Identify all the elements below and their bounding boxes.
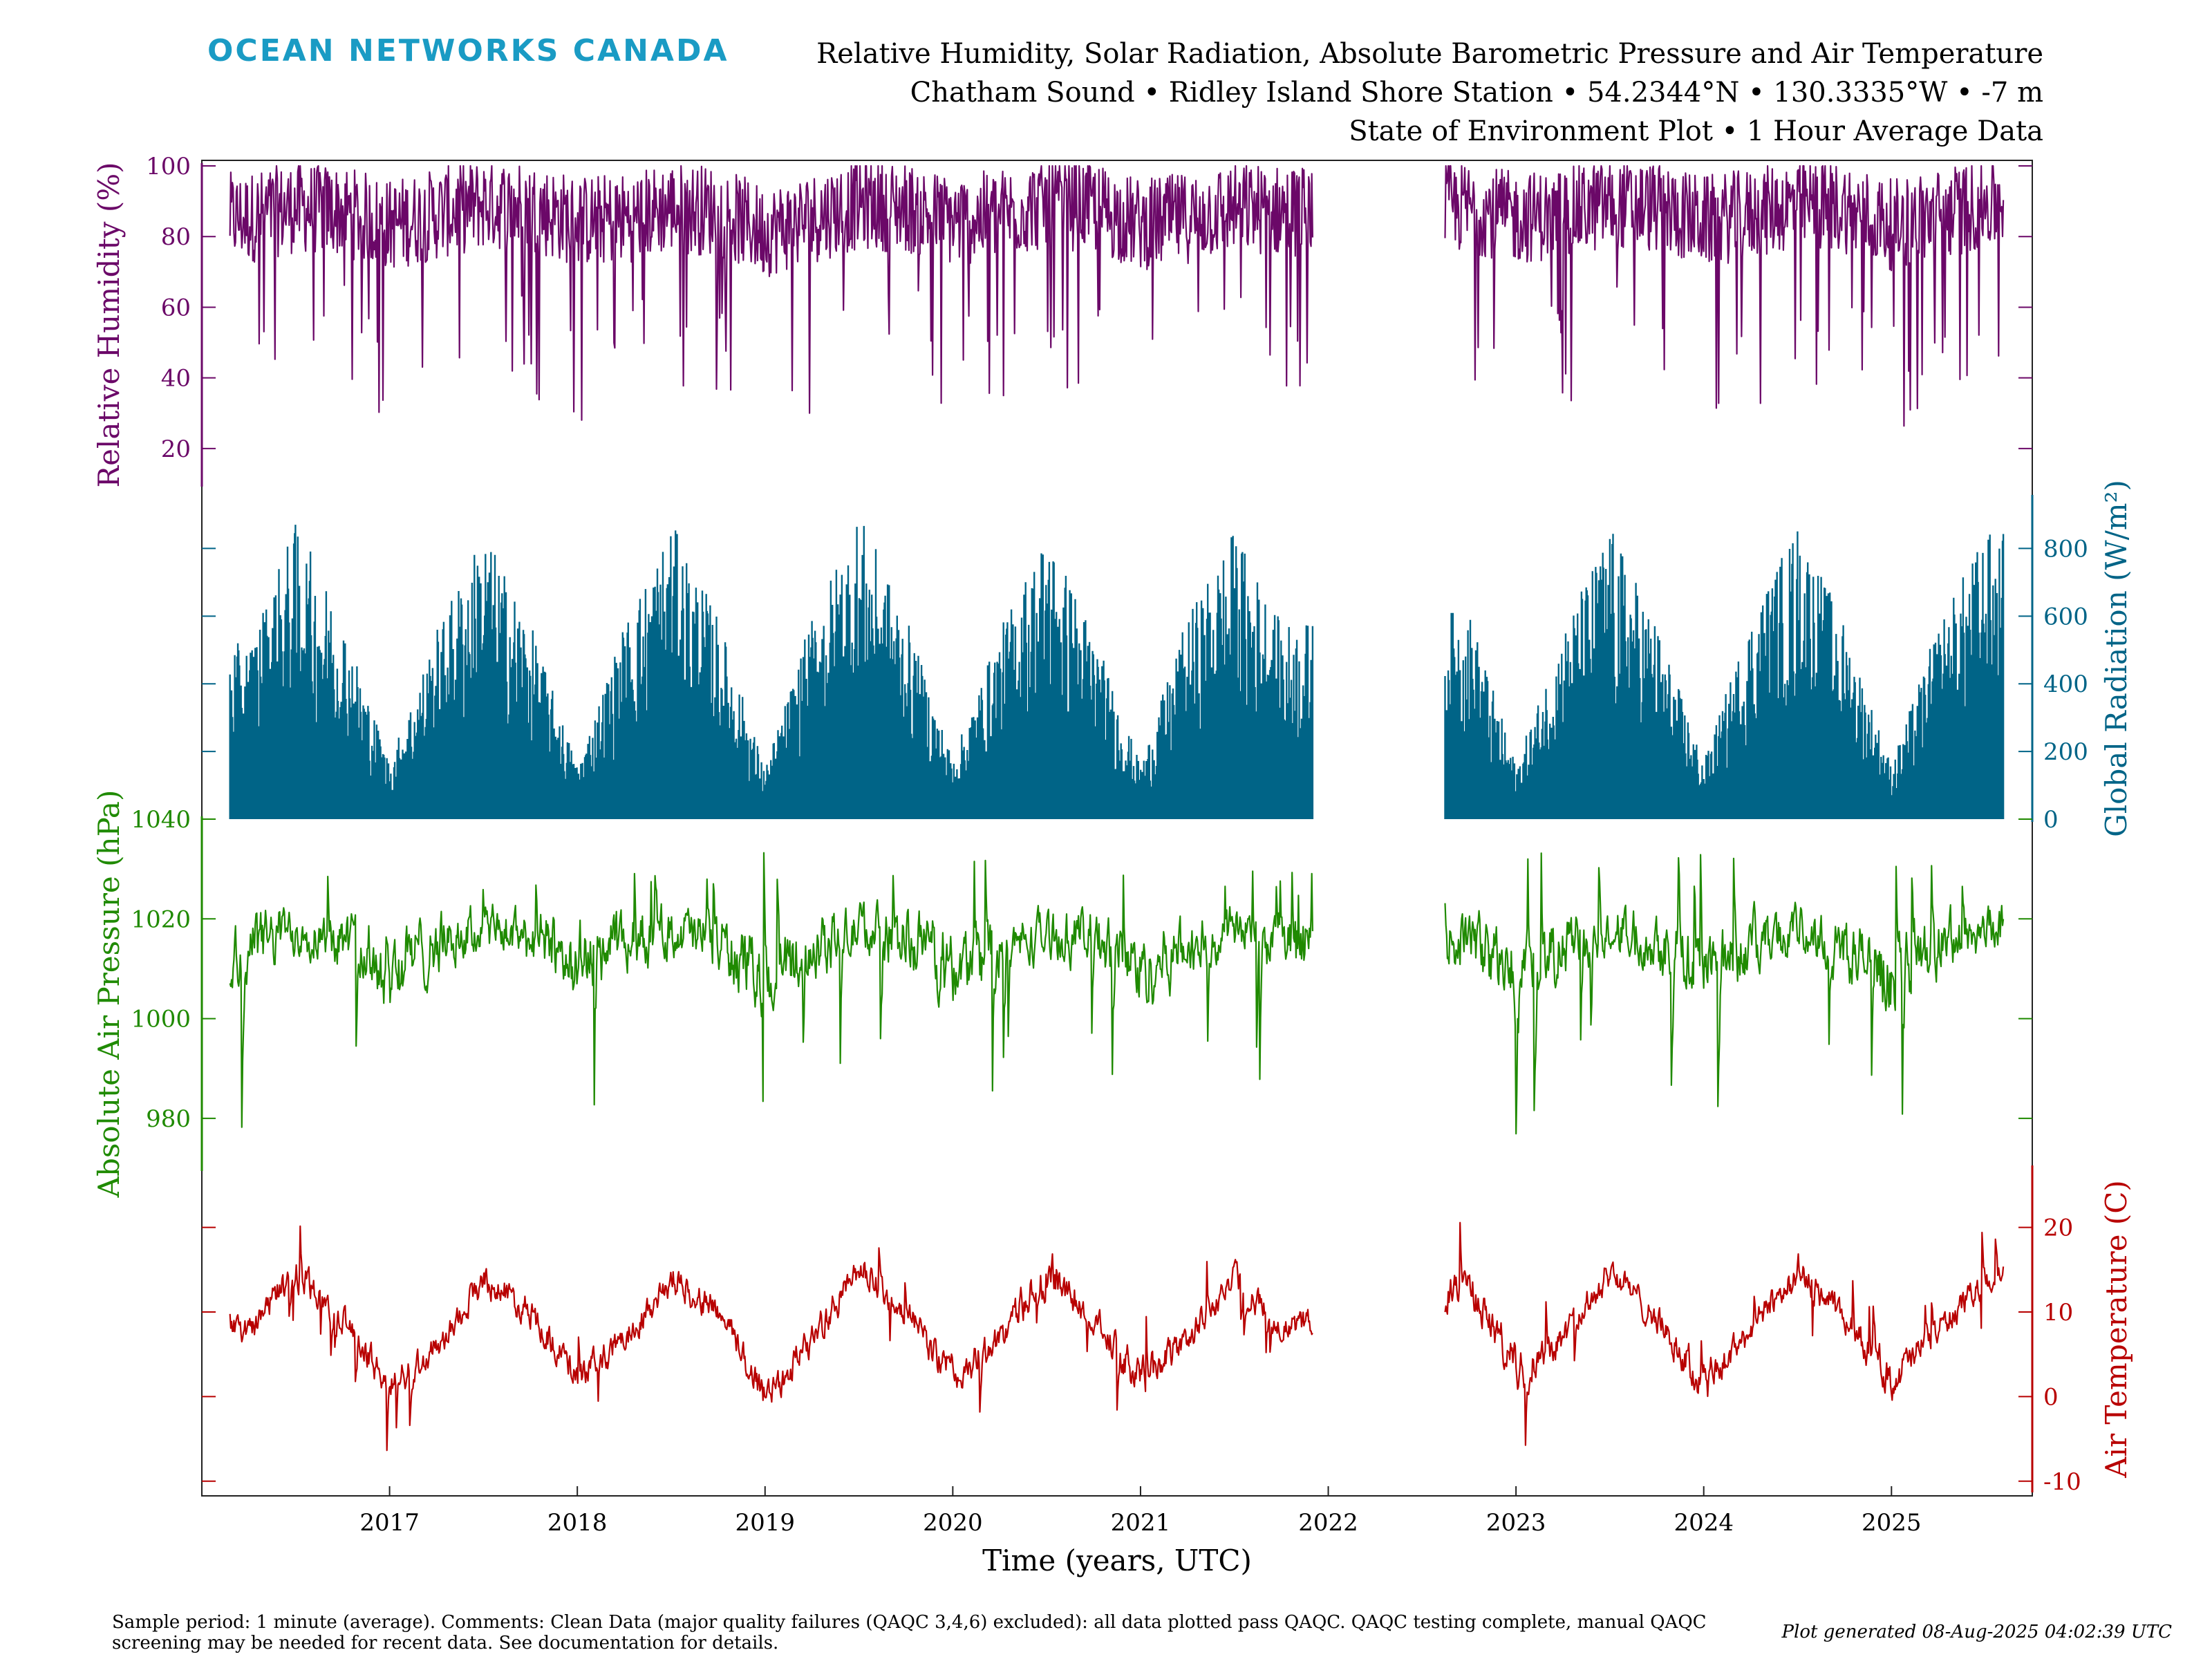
radiation-bars [229,525,2005,819]
x-tick-label: 2022 [1298,1509,1358,1537]
chart-title: Relative Humidity, Solar Radiation, Abso… [816,38,2043,70]
y-tick-label: 40 [161,365,191,393]
y-tick-label: 600 [2043,603,2088,630]
chart-subtitle-location: Chatham Sound • Ridley Island Shore Stat… [910,77,2043,109]
plot-frame [201,160,2033,1497]
y-tick-label: 200 [2043,738,2088,766]
y-tick-label: 1040 [131,806,191,834]
footer-note: Sample period: 1 minute (average). Comme… [112,1612,1707,1653]
y-tick-label: -10 [2043,1468,2081,1496]
series-2 [229,525,2005,819]
x-tick-label: 2024 [1674,1509,1734,1537]
series-4 [229,1221,2005,1452]
series-4-line-segment-2 [1444,1221,2005,1446]
x-tick-label: 2025 [1862,1509,1922,1537]
chart-subtitle-type: State of Environment Plot • 1 Hour Avera… [1349,115,2043,147]
y-tick-label: 10 [2043,1299,2073,1327]
generated-timestamp: Plot generated 08-Aug-2025 04:02:39 UTC [1781,1622,2172,1642]
y-tick-label: 0 [2043,1383,2059,1411]
series-1 [229,165,2005,427]
x-tick-label: 2018 [547,1509,608,1537]
y-tick-label: 20 [161,435,191,463]
y-axis-label-4: Air Temperature (C) [2099,1180,2133,1479]
y-axis-label-3: Absolute Air Pressure (hPa) [92,790,126,1199]
brand-logo-text: OCEAN NETWORKS CANADA [207,33,729,68]
x-tick-label: 2020 [923,1509,983,1537]
y-tick-label: 0 [2043,806,2059,834]
x-tick-label: 2017 [359,1509,420,1537]
y-axis-label-1: Relative Humidity (%) [92,162,126,487]
series-1-line-segment-2 [1444,165,2005,427]
y-tick-label: 800 [2043,535,2088,563]
y-tick-label: 1000 [131,1006,191,1033]
y-axis-label-2: Global Radiation (W/m²) [2099,480,2133,837]
y-tick-label: 60 [161,294,191,321]
series-1-line-segment-1 [229,165,1313,421]
y-tick-label: 20 [2043,1215,2073,1242]
x-axis-label: Time (years, UTC) [982,1544,1252,1577]
x-tick-label: 2021 [1111,1509,1171,1537]
y-tick-label: 80 [161,223,191,251]
series-3-line-segment-1 [229,852,1313,1128]
series-4-line-segment-1 [229,1225,1313,1452]
x-tick-label: 2023 [1486,1509,1546,1537]
y-tick-label: 100 [146,153,191,180]
y-tick-label: 400 [2043,671,2088,698]
series-3-line-segment-2 [1444,852,2005,1135]
chart-title-block: Relative Humidity, Solar Radiation, Abso… [816,35,2043,151]
y-tick-label: 980 [146,1105,191,1133]
y-tick-label: 1020 [131,906,191,933]
series-3 [229,852,2005,1135]
x-tick-label: 2019 [735,1509,796,1537]
